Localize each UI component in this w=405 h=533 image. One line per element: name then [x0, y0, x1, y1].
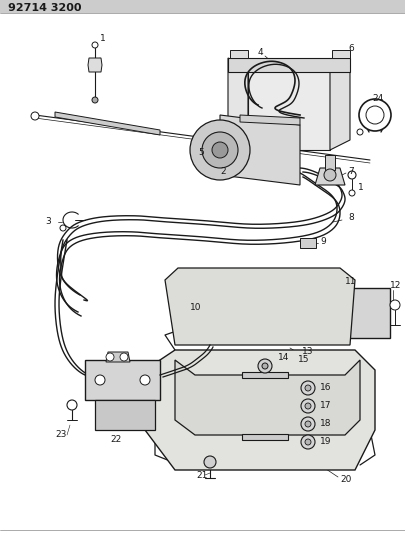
Text: 14: 14 — [277, 353, 289, 362]
Polygon shape — [299, 238, 315, 248]
Text: 92714 3200: 92714 3200 — [8, 3, 81, 13]
Circle shape — [304, 421, 310, 427]
Text: 5: 5 — [198, 148, 203, 157]
Text: 1: 1 — [357, 183, 363, 192]
Circle shape — [300, 417, 314, 431]
Polygon shape — [239, 115, 299, 125]
Circle shape — [389, 300, 399, 310]
Text: 17: 17 — [319, 401, 331, 410]
Circle shape — [120, 353, 128, 361]
Text: 24: 24 — [371, 93, 382, 102]
Text: 8: 8 — [347, 214, 353, 222]
Polygon shape — [301, 318, 311, 328]
Text: 23: 23 — [55, 431, 66, 440]
Polygon shape — [309, 288, 389, 338]
Circle shape — [257, 359, 271, 373]
Text: 9: 9 — [319, 238, 325, 246]
Circle shape — [365, 106, 383, 124]
Text: 18: 18 — [319, 419, 331, 429]
Circle shape — [300, 381, 314, 395]
Circle shape — [67, 400, 77, 410]
Polygon shape — [247, 68, 329, 150]
Text: 10: 10 — [190, 303, 201, 312]
Polygon shape — [106, 352, 130, 362]
Circle shape — [95, 375, 105, 385]
Polygon shape — [88, 58, 102, 72]
Polygon shape — [241, 434, 287, 440]
Polygon shape — [324, 155, 334, 170]
Text: 15: 15 — [297, 356, 309, 365]
Text: 3: 3 — [45, 217, 51, 227]
Circle shape — [348, 190, 354, 196]
Circle shape — [304, 403, 310, 409]
Polygon shape — [228, 58, 349, 72]
Text: 16: 16 — [319, 384, 331, 392]
Circle shape — [92, 42, 98, 48]
Text: 11: 11 — [344, 278, 356, 287]
Text: 22: 22 — [110, 435, 121, 445]
Circle shape — [358, 99, 390, 131]
Circle shape — [300, 399, 314, 413]
Polygon shape — [314, 168, 344, 185]
Circle shape — [347, 171, 355, 179]
Text: 20: 20 — [339, 475, 350, 484]
Polygon shape — [220, 115, 299, 185]
Polygon shape — [85, 360, 160, 400]
Circle shape — [356, 129, 362, 135]
Text: 4: 4 — [257, 47, 263, 56]
Polygon shape — [55, 112, 160, 135]
Circle shape — [211, 142, 228, 158]
Polygon shape — [145, 350, 374, 470]
Polygon shape — [164, 268, 354, 345]
Circle shape — [304, 385, 310, 391]
Circle shape — [92, 97, 98, 103]
Text: 19: 19 — [319, 438, 331, 447]
Polygon shape — [331, 50, 349, 58]
Circle shape — [304, 439, 310, 445]
Polygon shape — [241, 372, 287, 378]
Circle shape — [261, 363, 267, 369]
Circle shape — [60, 225, 66, 231]
Polygon shape — [95, 400, 155, 430]
Circle shape — [140, 375, 149, 385]
Polygon shape — [329, 58, 349, 150]
Text: 7: 7 — [347, 167, 353, 176]
Text: 6: 6 — [347, 44, 353, 52]
Text: 1: 1 — [100, 34, 105, 43]
Polygon shape — [301, 296, 311, 306]
Circle shape — [187, 297, 192, 303]
Circle shape — [323, 169, 335, 181]
Bar — [0, 0, 405, 13]
Text: 21: 21 — [196, 472, 207, 481]
Circle shape — [190, 120, 249, 180]
Text: 2: 2 — [220, 167, 225, 176]
Circle shape — [106, 353, 114, 361]
Circle shape — [300, 435, 314, 449]
Text: 13: 13 — [301, 348, 313, 357]
Text: 12: 12 — [389, 280, 401, 289]
Polygon shape — [228, 58, 247, 150]
Circle shape — [202, 132, 237, 168]
Circle shape — [31, 112, 39, 120]
Polygon shape — [230, 50, 247, 58]
Circle shape — [203, 456, 215, 468]
Polygon shape — [175, 360, 359, 435]
